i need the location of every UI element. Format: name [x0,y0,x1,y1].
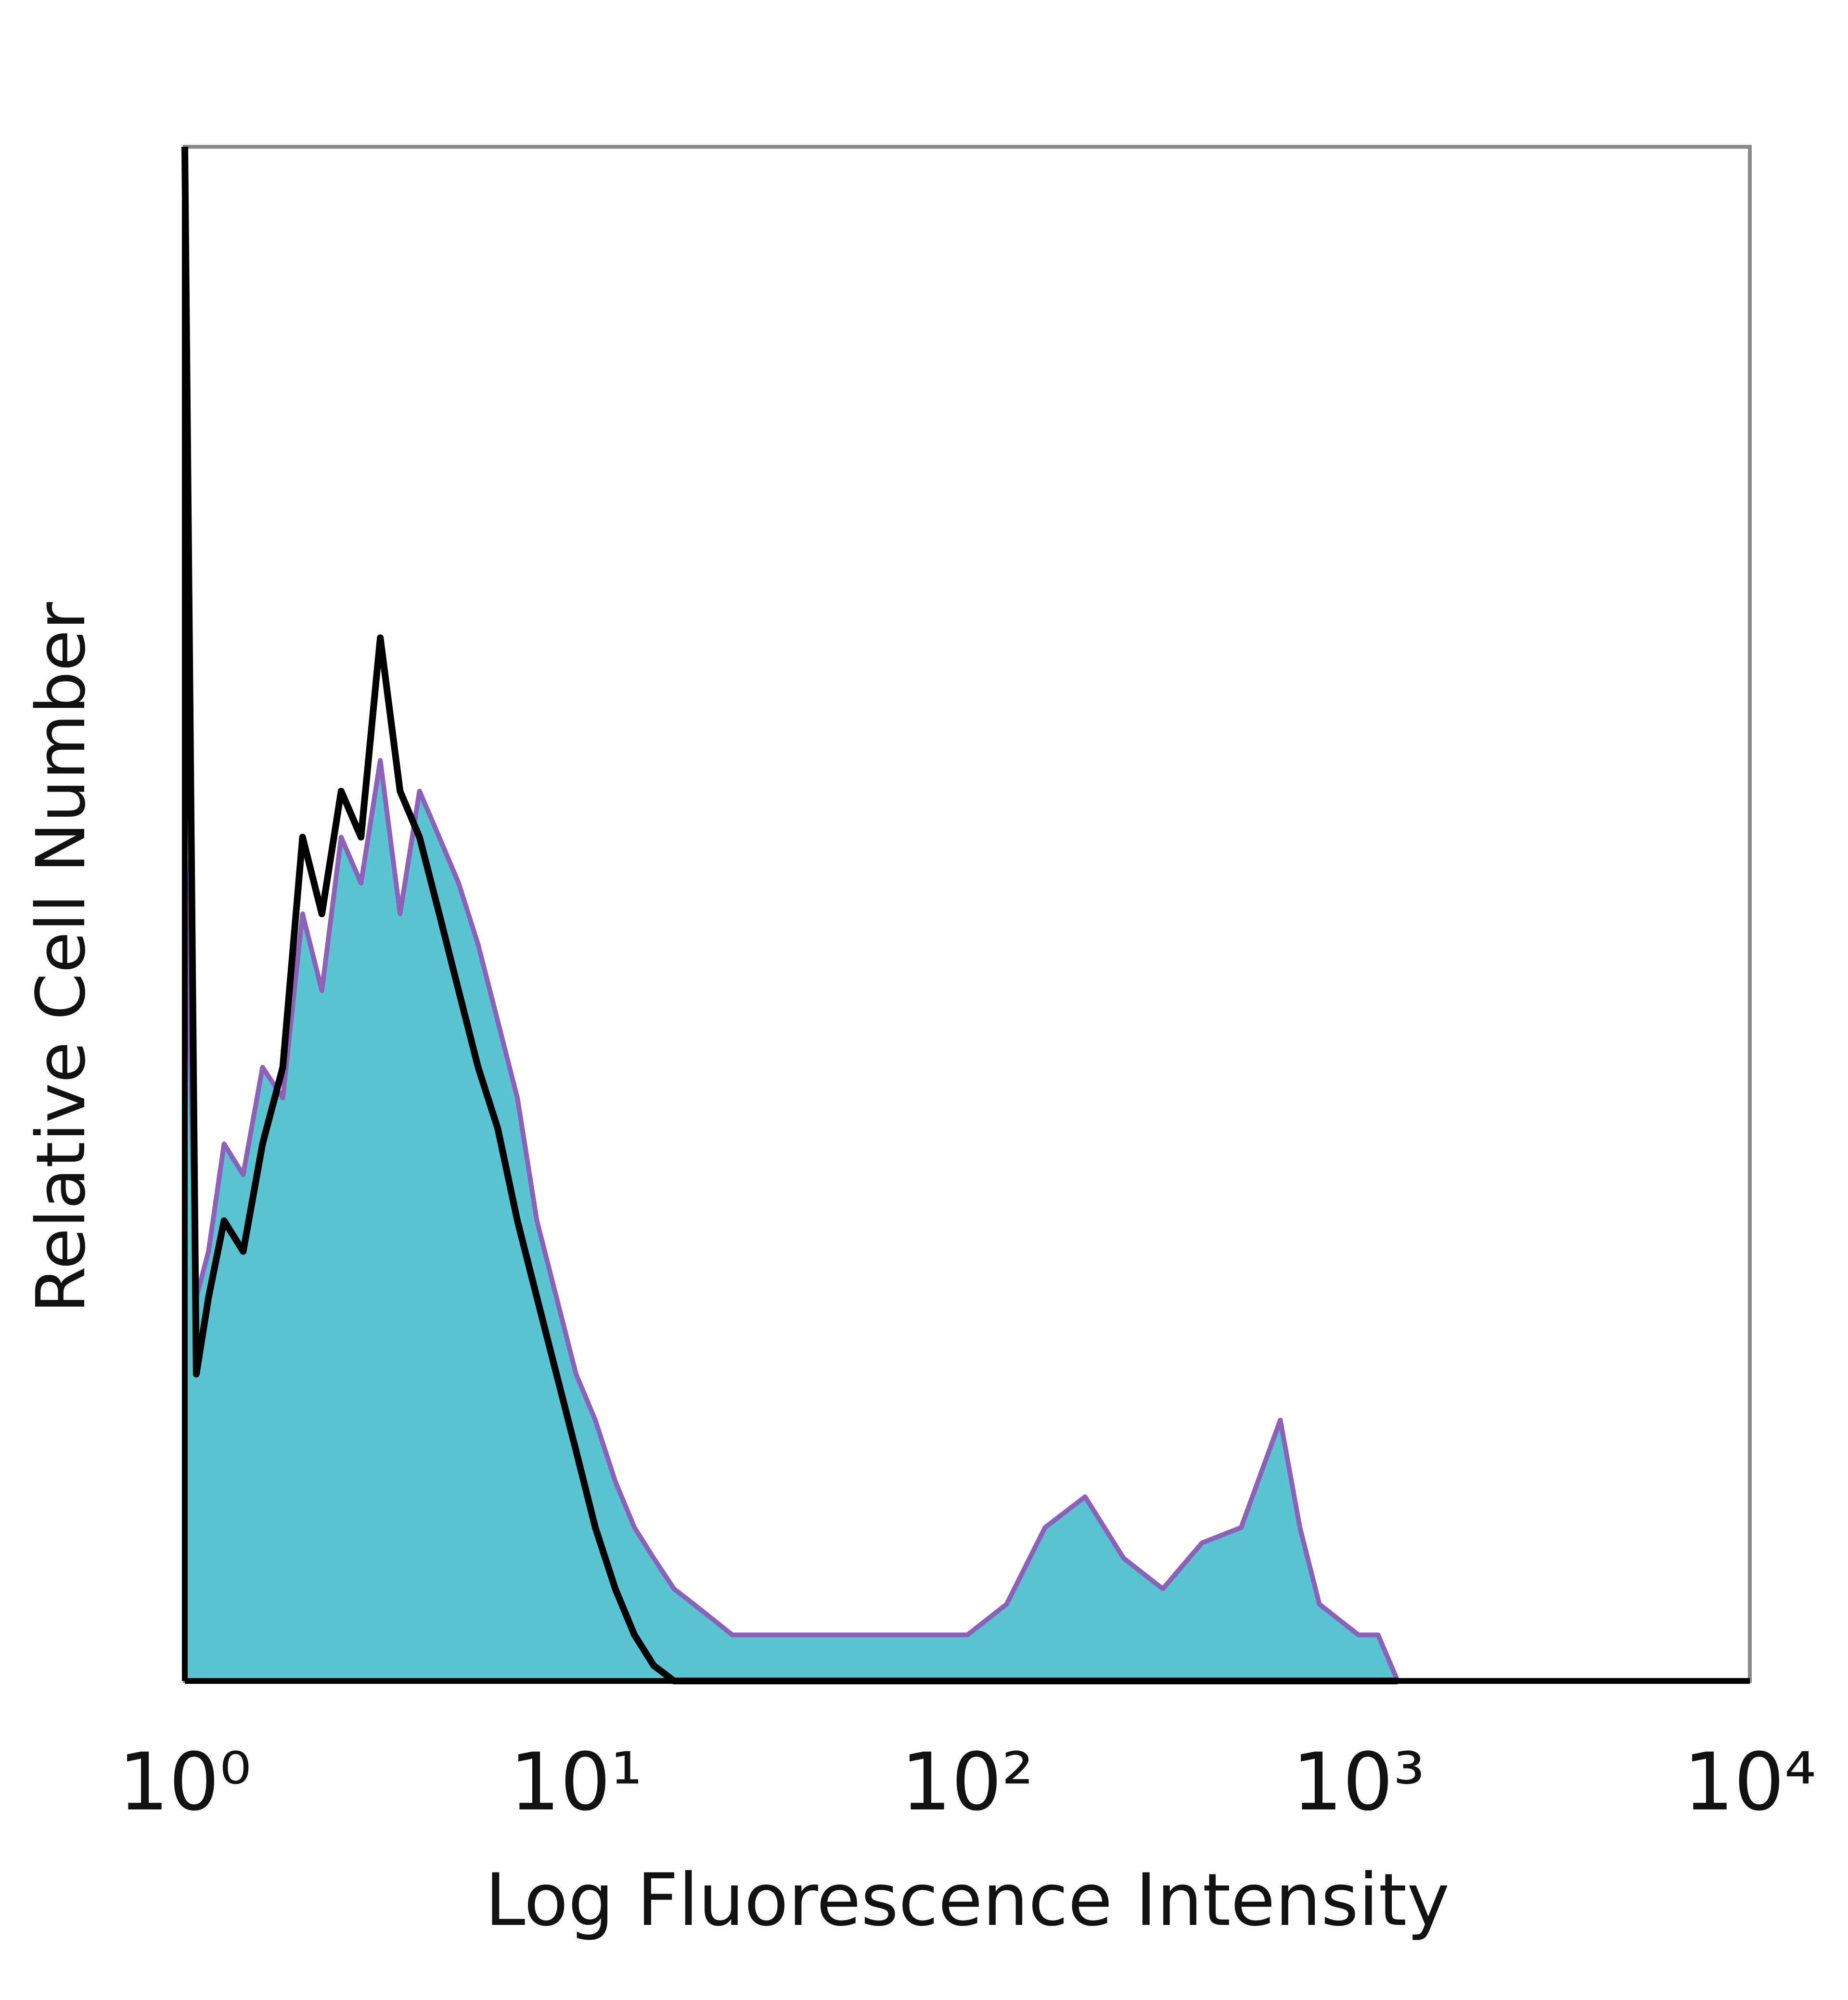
x-tick-label: 10³ [1292,1736,1425,1828]
x-axis-label: Log Fluorescence Intensity [485,1859,1450,1942]
y-axis-label: Relative Cell Number [22,602,101,1313]
x-tick-label: 10⁰ [118,1736,251,1828]
x-tick-label: 10² [901,1736,1034,1828]
x-tick-label: 10¹ [510,1736,642,1828]
series-line [182,758,1400,1682]
area-fill [185,760,1398,1681]
x-tick-label: 10⁴ [1683,1736,1816,1828]
